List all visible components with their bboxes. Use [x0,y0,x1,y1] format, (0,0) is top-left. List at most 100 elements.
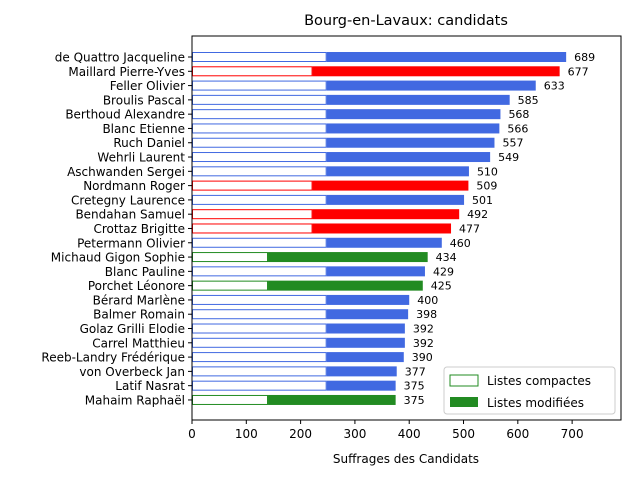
bar-modifiees-candidate-11 [312,209,460,220]
y-label-candidate-6: Ruch Daniel [113,136,185,150]
bar-modifiees-candidate-23 [326,380,396,391]
y-label-candidate-2: Feller Olivier [110,79,185,93]
bar-modifiees-candidate-20 [326,337,405,348]
value-label-candidate-1: 677 [568,65,589,78]
bar-modifiees-candidate-21 [326,352,404,363]
value-label-candidate-2: 633 [544,80,565,93]
value-label-candidate-24: 375 [404,394,425,407]
bar-compactes-candidate-18 [192,309,327,320]
bar-modifiees-candidate-0 [326,52,567,62]
value-label-candidate-17: 400 [417,294,438,307]
y-label-candidate-19: Golaz Grilli Elodie [80,322,185,336]
value-label-candidate-15: 429 [433,265,454,278]
bar-modifiees-candidate-15 [326,266,425,277]
y-label-candidate-0: de Quattro Jacqueline [55,51,185,65]
bar-compactes-candidate-17 [192,294,327,305]
bar-modifiees-candidate-10 [326,194,465,205]
y-label-candidate-22: von Overbeck Jan [79,365,185,379]
bar-modifiees-candidate-5 [326,123,500,134]
bar-compactes-candidate-6 [192,137,327,148]
legend-box [443,366,616,415]
y-label-candidate-10: Cretegny Laurence [71,193,185,207]
bar-compactes-candidate-15 [192,266,327,277]
bar-compactes-candidate-5 [192,123,327,134]
x-tick-label-1: 100 [235,427,258,441]
value-label-candidate-9: 509 [476,180,497,193]
value-label-candidate-6: 557 [502,137,523,150]
bar-modifiees-candidate-14 [268,252,428,263]
bar-compactes-candidate-8 [192,166,327,177]
x-axis-label: Suffrages des Candidats [333,452,479,466]
bar-compactes-candidate-20 [192,337,327,348]
y-label-candidate-5: Blanc Etienne [102,122,185,136]
bar-modifiees-candidate-17 [326,294,410,305]
y-label-candidate-12: Crottaz Brigitte [93,222,185,236]
x-tick-label-7: 700 [561,427,584,441]
y-label-candidate-16: Porchet Léonore [88,279,185,293]
y-label-candidate-24: Mahaim Raphaël [85,393,185,407]
bar-modifiees-candidate-16 [268,280,423,291]
bar-modifiees-candidate-9 [312,180,469,191]
y-label-candidate-3: Broulis Pascal [103,93,185,107]
bar-modifiees-candidate-13 [326,237,442,248]
y-label-candidate-15: Blanc Pauline [105,265,185,279]
value-label-candidate-16: 425 [431,280,452,293]
bar-compactes-candidate-7 [192,152,327,163]
value-label-candidate-8: 510 [477,165,498,178]
bar-compactes-candidate-24 [192,394,269,405]
bar-compactes-candidate-0 [192,52,327,62]
value-label-candidate-7: 549 [498,151,519,164]
value-label-candidate-13: 460 [450,237,471,250]
value-label-candidate-12: 477 [459,222,480,235]
bar-modifiees-candidate-18 [326,309,409,320]
value-label-candidate-5: 566 [507,122,528,135]
y-label-candidate-17: Bérard Marlène [93,293,185,307]
bar-compactes-candidate-3 [192,94,327,105]
bar-modifiees-candidate-3 [326,94,510,105]
legend: Listes compactes Listes modifiées [443,366,616,415]
x-axis: 0 100 200 300 400 500 600 700 [188,420,584,441]
x-tick-label-3: 300 [343,427,366,441]
y-label-candidate-1: Maillard Pierre-Yves [68,65,185,79]
bar-compactes-candidate-23 [192,380,327,391]
bar-modifiees-candidate-8 [326,166,469,177]
bar-compactes-candidate-21 [192,352,327,363]
bar-modifiees-candidate-24 [268,394,396,405]
bar-compactes-candidate-1 [192,66,313,77]
bar-compactes-candidate-9 [192,180,313,191]
value-label-candidate-18: 398 [416,308,437,321]
x-tick-label-6: 600 [506,427,529,441]
value-label-candidate-22: 377 [405,365,426,378]
bar-compactes-candidate-2 [192,80,327,91]
y-label-candidate-21: Reeb-Landry Frédérique [41,351,185,365]
bar-compactes-candidate-13 [192,237,327,248]
bar-modifiees-candidate-22 [326,366,397,377]
y-label-candidate-13: Petermann Olivier [77,236,185,250]
value-label-candidate-21: 390 [412,351,433,364]
legend-swatch-compactes [449,374,479,387]
bar-modifiees-candidate-1 [312,66,560,77]
y-label-candidate-23: Latif Nasrat [115,379,185,393]
x-tick-label-5: 500 [452,427,475,441]
legend-label-compactes: Listes compactes [487,374,591,388]
value-label-candidate-10: 501 [472,194,493,207]
value-label-candidate-4: 568 [508,108,529,121]
bar-compactes-candidate-10 [192,194,327,205]
bar-compactes-candidate-11 [192,209,313,220]
value-label-candidate-14: 434 [436,251,457,264]
y-label-candidate-14: Michaud Gigon Sophie [51,251,185,265]
x-tick-label-4: 400 [398,427,421,441]
value-label-candidate-3: 585 [518,94,539,107]
value-label-candidate-23: 375 [404,380,425,393]
value-label-candidate-11: 492 [467,208,488,221]
bar-modifiees-candidate-2 [326,80,536,91]
bar-compactes-candidate-16 [192,280,269,291]
y-label-candidate-9: Nordmann Roger [83,179,185,193]
x-tick-label-0: 0 [188,427,196,441]
bar-modifiees-candidate-7 [326,152,491,163]
plot-frame [191,35,622,421]
bar-compactes-candidate-4 [192,109,327,120]
